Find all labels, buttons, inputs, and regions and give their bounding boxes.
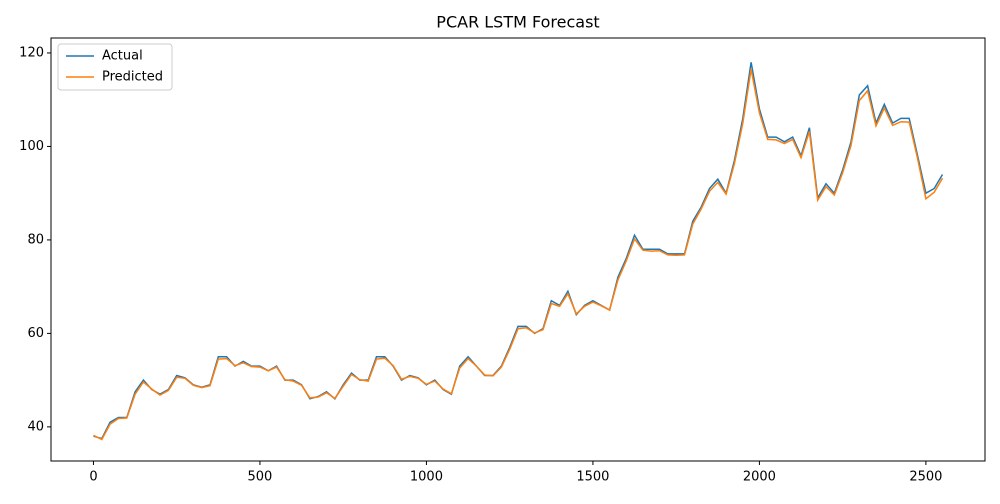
x-tick-label: 2500 — [909, 470, 942, 485]
x-tick-label: 0 — [89, 470, 97, 485]
series-line — [93, 62, 944, 440]
series-line — [93, 69, 944, 441]
legend-label: Predicted — [102, 70, 163, 85]
x-tick-label: 2000 — [743, 470, 776, 485]
chart-title: PCAR LSTM Forecast — [436, 13, 599, 32]
y-tick-label: 120 — [19, 45, 44, 60]
y-tick-label: 60 — [27, 326, 44, 341]
y-tick-label: 40 — [27, 419, 44, 434]
x-tick-label: 1500 — [576, 470, 609, 485]
y-tick-label: 100 — [19, 139, 44, 154]
x-tick-label: 500 — [248, 470, 273, 485]
x-tick-label: 1000 — [410, 470, 443, 485]
plot-frame — [50, 37, 986, 462]
legend-label: Actual — [102, 49, 143, 64]
y-tick-label: 80 — [27, 232, 44, 247]
